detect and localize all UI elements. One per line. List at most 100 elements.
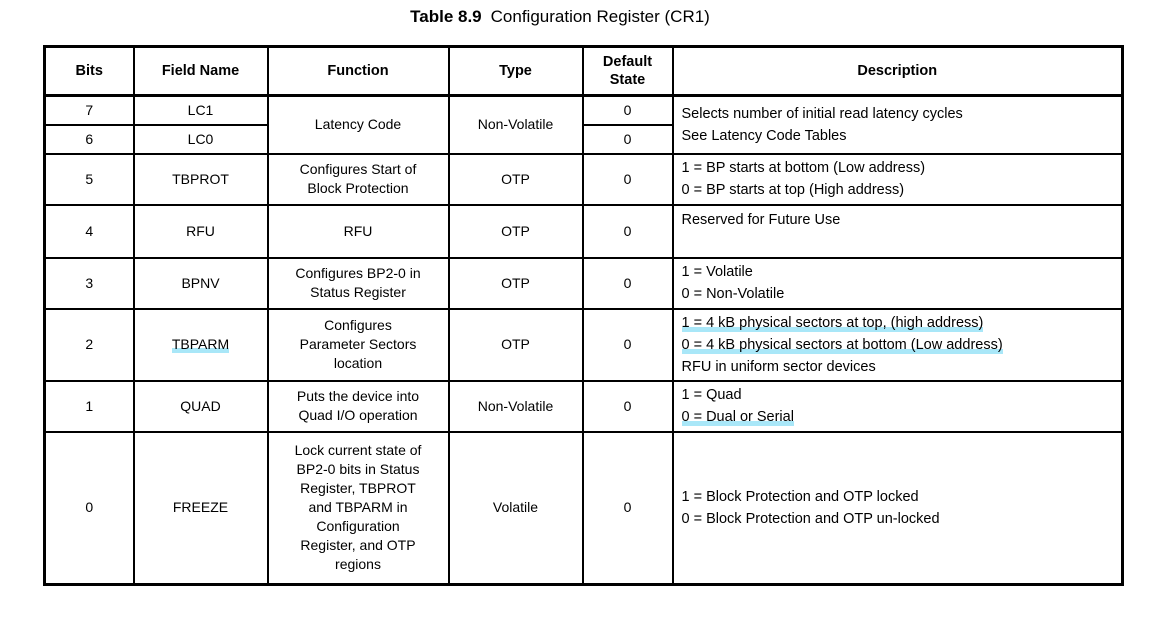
table-row-bit-4: 4 RFU RFU OTP 0 Reserved for Future Use <box>43 203 1124 259</box>
text-line: Status Register <box>270 283 447 302</box>
text-line: 0 = Block Protection and OTP un-locked <box>682 508 1116 530</box>
cell-function: RFU <box>266 203 450 259</box>
text: FREEZE <box>172 499 229 516</box>
text-line: and TBPARM in <box>270 498 447 517</box>
text-line: Configuration <box>270 517 447 536</box>
cell-function: Configures BP2-0 in Status Register <box>266 256 450 310</box>
text: Non-Volatile <box>477 397 554 414</box>
table-row-bit-0: 0 FREEZE Lock current state of BP2-0 bits i… <box>43 430 1124 586</box>
table-row-bit-1: 1 QUAD Puts the device into Quad I/O operat… <box>43 379 1124 433</box>
text-line: Configures BP2-0 in <box>270 264 447 283</box>
cell-field: RFU <box>132 203 269 259</box>
cell-type: OTP <box>447 152 584 206</box>
cell-field: TBPARM <box>132 307 269 382</box>
configuration-register-table: Bits Field Name Function Type Default State D… <box>43 45 1124 586</box>
text: Non-Volatile <box>477 116 554 133</box>
text: QUAD <box>180 397 221 414</box>
highlighted-text: TBPARM <box>171 336 230 353</box>
text-line: Reserved for Future Use <box>682 209 1116 231</box>
cell-default: 0 <box>581 430 674 586</box>
cell-field: LC0 <box>132 123 269 155</box>
text: OTP <box>501 222 530 239</box>
text: 0 <box>623 499 632 516</box>
text: 0 <box>623 101 632 118</box>
text: BP2-0 bits in Status <box>296 461 420 478</box>
text: 0 <box>623 170 632 187</box>
text: Configures <box>324 317 392 333</box>
text-line: Configures <box>270 316 447 335</box>
text: See Latency Code Tables <box>681 127 847 144</box>
text-line: Puts the device into <box>270 387 447 406</box>
table-row-bit-6: 6 LC0 0 <box>43 123 1123 155</box>
text-line: 1 = BP starts at bottom (Low address) <box>682 157 1116 179</box>
column-header-default-state: Default State <box>581 45 674 97</box>
column-header-bits: Bits <box>43 45 135 97</box>
text-line: location <box>270 354 447 373</box>
text: Status Register <box>310 284 406 300</box>
cell-type: Non-Volatile <box>447 379 584 433</box>
text: Lock current state of <box>294 442 422 459</box>
text-line: regions <box>270 555 447 574</box>
cell-function: Puts the device into Quad I/O operation <box>266 379 450 433</box>
text: Configuration <box>316 518 400 535</box>
text: Latency Code <box>314 116 402 133</box>
text: 0 = Non-Volatile <box>681 286 785 302</box>
cell-default: 0 <box>581 123 674 155</box>
cell-type: Non-Volatile <box>447 94 584 155</box>
cell-function: Configures Start of Block Protection <box>266 152 450 206</box>
text: 4 <box>85 222 94 239</box>
cell-description: 1 = BP starts at bottom (Low address) 0 =… <box>671 152 1124 206</box>
text: OTP <box>501 170 530 187</box>
text: Block Protection <box>307 180 409 196</box>
cell-bits: 2 <box>43 307 135 382</box>
text-line: 1 = 4 kB physical sectors at top, (high … <box>681 312 1116 334</box>
cell-function: Lock current state of BP2-0 bits in Statu… <box>266 430 450 586</box>
cell-description: 1 = Volatile 0 = Non-Volatile <box>671 256 1124 310</box>
column-header-function: Function <box>266 45 450 97</box>
table-title-number: Table 8.9 <box>410 7 482 26</box>
text: 1 = Quad <box>681 387 742 403</box>
text: 5 <box>85 170 94 187</box>
text-line: 1 = Volatile <box>682 261 1116 283</box>
table-row-bit-2: 2 TBPARM Configures Parameter Sectors locati… <box>43 307 1124 382</box>
table-row-bit-3: 3 BPNV Configures BP2-0 in Status Register O… <box>43 256 1124 310</box>
text: Configures BP2-0 in <box>295 265 421 281</box>
text: 6 <box>85 130 94 147</box>
cell-bits: 0 <box>43 430 135 586</box>
text: 1 <box>85 397 94 414</box>
text: 0 <box>623 130 632 147</box>
text: Reserved for Future Use <box>681 211 841 228</box>
text: Selects number of initial read latency c… <box>681 105 963 122</box>
text: Parameter Sectors <box>299 336 417 352</box>
text: 1 = BP starts at bottom (Low address) <box>681 160 926 176</box>
cell-default: 0 <box>581 256 674 310</box>
text-line: Configures Start of <box>270 160 447 179</box>
text: LC1 <box>187 101 214 118</box>
text: Register, and OTP <box>300 537 416 554</box>
cell-description: 1 = Quad 0 = Dual or Serial <box>671 379 1124 433</box>
cell-type: OTP <box>447 256 584 310</box>
text: OTP <box>501 274 530 291</box>
text: location <box>333 355 383 371</box>
text: 0 <box>623 397 632 414</box>
text: RFU <box>343 222 373 239</box>
text: RFU in uniform sector devices <box>681 358 876 375</box>
cell-function: Latency Code <box>266 94 450 155</box>
text: 0 <box>623 222 632 239</box>
text-line: Lock current state of <box>270 441 447 460</box>
text-line: Parameter Sectors <box>270 335 447 354</box>
text: 1 = Volatile <box>681 264 753 280</box>
cell-type: OTP <box>447 307 584 382</box>
cell-description: 1 = 4 kB physical sectors at top, (high … <box>671 307 1124 382</box>
text: Configures Start of <box>299 161 417 177</box>
cell-field: TBPROT <box>132 152 269 206</box>
cell-type: OTP <box>447 203 584 259</box>
text: 2 <box>85 336 94 352</box>
cell-default: 0 <box>581 203 674 259</box>
column-header-description: Description <box>671 45 1124 97</box>
text-line: BP2-0 bits in Status <box>270 460 447 479</box>
cell-field: LC1 <box>132 94 269 126</box>
text: LC0 <box>187 130 214 147</box>
table-header-row: Bits Field Name Function Type Default State D… <box>43 45 1124 97</box>
text-line: Register, and OTP <box>270 536 447 555</box>
